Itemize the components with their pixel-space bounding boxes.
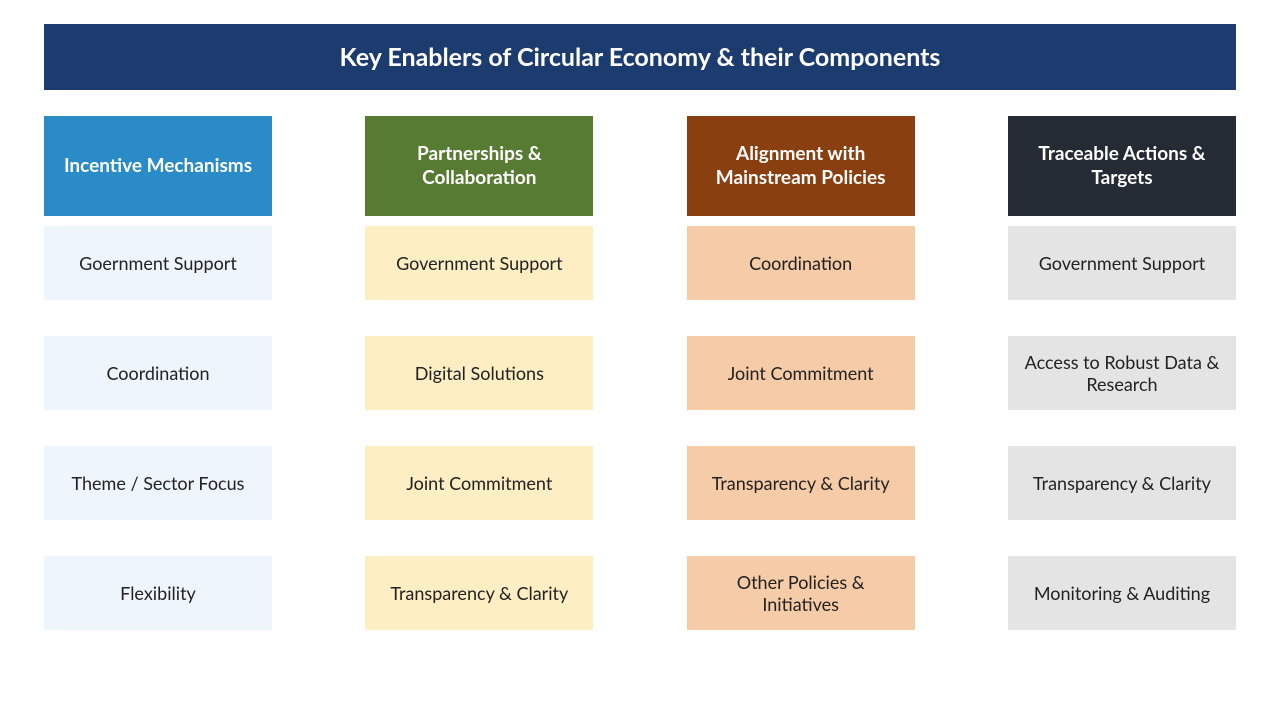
- component-item: Transparency & Clarity: [365, 556, 593, 630]
- title-bar: Key Enablers of Circular Economy & their…: [44, 24, 1236, 90]
- column-partnerships: Partnerships & Collaboration Government …: [365, 116, 593, 630]
- component-item: Government Support: [365, 226, 593, 300]
- column-header: Traceable Actions & Targets: [1008, 116, 1236, 216]
- column-items: Coordination Joint Commitment Transparen…: [687, 226, 915, 630]
- component-item: Joint Commitment: [365, 446, 593, 520]
- component-item: Other Policies & Initiatives: [687, 556, 915, 630]
- component-item: Coordination: [687, 226, 915, 300]
- column-incentive-mechanisms: Incentive Mechanisms Goernment Support C…: [44, 116, 272, 630]
- column-header: Incentive Mechanisms: [44, 116, 272, 216]
- component-item: Coordination: [44, 336, 272, 410]
- component-item: Transparency & Clarity: [687, 446, 915, 520]
- component-item: Digital Solutions: [365, 336, 593, 410]
- component-item: Transparency & Clarity: [1008, 446, 1236, 520]
- component-item: Theme / Sector Focus: [44, 446, 272, 520]
- column-traceable-actions: Traceable Actions & Targets Government S…: [1008, 116, 1236, 630]
- column-items: Government Support Digital Solutions Joi…: [365, 226, 593, 630]
- component-item: Joint Commitment: [687, 336, 915, 410]
- column-items: Goernment Support Coordination Theme / S…: [44, 226, 272, 630]
- infographic-canvas: Key Enablers of Circular Economy & their…: [0, 0, 1280, 720]
- component-item: Flexibility: [44, 556, 272, 630]
- column-alignment-policies: Alignment with Mainstream Policies Coord…: [687, 116, 915, 630]
- column-header: Partnerships & Collaboration: [365, 116, 593, 216]
- component-item: Goernment Support: [44, 226, 272, 300]
- column-items: Government Support Access to Robust Data…: [1008, 226, 1236, 630]
- component-item: Access to Robust Data & Research: [1008, 336, 1236, 410]
- component-item: Monitoring & Auditing: [1008, 556, 1236, 630]
- component-item: Government Support: [1008, 226, 1236, 300]
- columns-container: Incentive Mechanisms Goernment Support C…: [44, 116, 1236, 630]
- column-header: Alignment with Mainstream Policies: [687, 116, 915, 216]
